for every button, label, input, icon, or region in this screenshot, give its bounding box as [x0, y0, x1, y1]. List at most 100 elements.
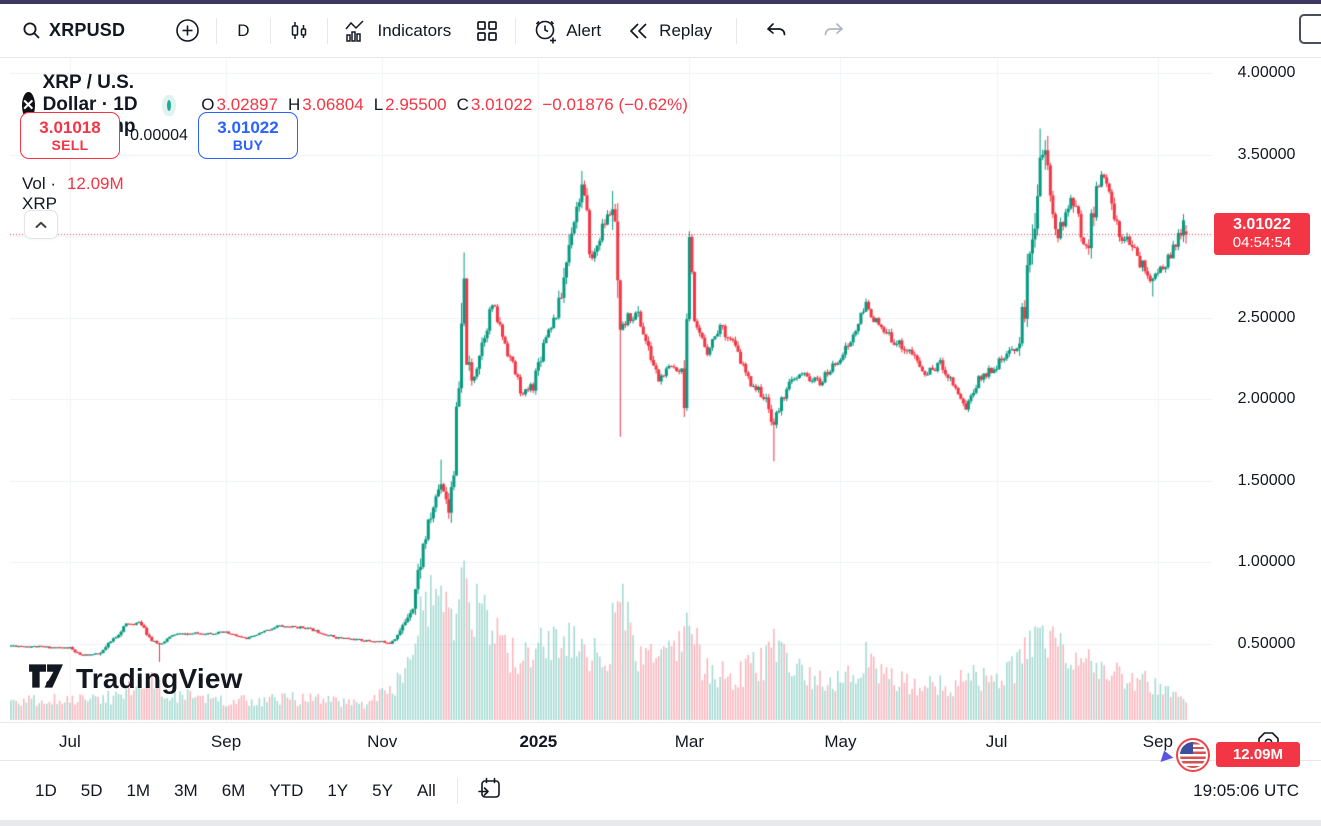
price-axis-label: 1.00000: [1237, 553, 1296, 571]
compare-add-symbol-button[interactable]: [167, 12, 208, 49]
volume-legend-row: Vol · XRP 12.09M: [22, 174, 124, 214]
redo-button[interactable]: [813, 14, 855, 48]
last-price-value: 3.01022: [1233, 216, 1291, 234]
price-axis-label: 1.50000: [1237, 471, 1296, 489]
open-value: 3.02897: [216, 95, 278, 114]
bottom-toolbar: 1D 5D 1M 3M 6M YTD 1Y 5Y All 19:05:06 UTC: [0, 760, 1321, 820]
sell-button[interactable]: 3.01018 SELL: [20, 112, 120, 159]
symbol-search-button[interactable]: XRPUSD: [14, 14, 133, 47]
time-axis-label: Sep: [210, 732, 242, 751]
plus-circle-icon: [175, 18, 200, 43]
high-value: 3.06804: [302, 95, 364, 114]
indicators-label: Indicators: [377, 20, 452, 40]
bar-countdown: 04:54:54: [1232, 234, 1292, 252]
low-label: L: [373, 95, 384, 114]
toolbar-divider: [216, 17, 218, 44]
search-icon: [22, 21, 41, 40]
market-status-dot[interactable]: [167, 99, 172, 111]
time-axis-label: Nov: [367, 732, 398, 751]
redo-icon: [821, 20, 847, 42]
symbol-name: XRPUSD: [49, 20, 126, 40]
time-axis-label: May: [824, 732, 857, 751]
time-axis[interactable]: Jul Sep Nov 2025 Mar May Jul Sep: [0, 722, 1321, 760]
buy-label: BUY: [232, 137, 264, 154]
tradingview-logo-icon: [26, 658, 66, 699]
us-flag-icon: [1176, 738, 1210, 772]
grid-icon: [475, 19, 499, 43]
time-axis-label: Sep: [1142, 732, 1173, 751]
replay-label: Replay: [659, 20, 713, 40]
layout-button-partial[interactable]: [1299, 14, 1321, 44]
last-price-tag: 3.01022 04:54:54: [1214, 213, 1310, 256]
indicators-button[interactable]: Indicators: [336, 13, 460, 49]
price-axis[interactable]: 3.01022 04:54:54 12.09M 4.00000 3.50000 2.…: [1212, 58, 1321, 767]
chevron-up-icon: [35, 216, 47, 234]
replay-button[interactable]: Replay: [619, 14, 720, 48]
sell-price: 3.01018: [39, 117, 101, 137]
tradingview-watermark: TradingView: [26, 658, 243, 699]
range-button-1y[interactable]: 1Y: [327, 780, 349, 800]
toolbar-divider: [269, 17, 271, 44]
chart-region: TradingView ✕ XRP / U.S. Dollar · 1D · B…: [0, 58, 1321, 772]
price-axis-label: 4.00000: [1237, 64, 1296, 81]
go-to-date-button[interactable]: [470, 771, 509, 811]
range-button-3m[interactable]: 3M: [174, 780, 198, 800]
volume-value: 12.09M: [66, 174, 124, 193]
alert-clock-icon: [532, 18, 558, 44]
high-label: H: [287, 95, 301, 114]
price-axis-label: 3.50000: [1237, 145, 1296, 163]
date-range-group: 1D 5D 1M 3M 6M YTD 1Y 5Y All: [26, 775, 445, 807]
replay-rewind-icon: [627, 20, 651, 42]
range-button-all[interactable]: All: [416, 780, 436, 800]
change-value: −0.01876 (−0.62%): [542, 95, 688, 114]
range-button-1m[interactable]: 1M: [126, 780, 151, 800]
indicator-templates-button[interactable]: [467, 13, 507, 49]
timezone-clock[interactable]: 19:05:06 UTC: [1193, 780, 1299, 800]
sell-label: SELL: [51, 137, 89, 154]
watermark-text: TradingView: [76, 662, 243, 694]
collapse-legend-button[interactable]: [24, 210, 58, 239]
range-button-ytd[interactable]: YTD: [269, 780, 304, 800]
trade-buttons-row: 3.01018 SELL 0.00004 3.01022 BUY: [20, 112, 298, 159]
open-label: O: [201, 95, 215, 114]
alert-button[interactable]: Alert: [524, 12, 609, 50]
toolbar-divider: [456, 777, 458, 804]
undo-icon: [763, 20, 789, 42]
last-bar-flag-marker: [1160, 738, 1210, 772]
price-axis-label: 2.50000: [1237, 308, 1296, 326]
time-axis-label: Jul: [59, 732, 81, 751]
price-axis-label: 2.00000: [1237, 390, 1296, 408]
top-toolbar: XRPUSD D Indicators: [0, 4, 1321, 58]
bottom-strip: [0, 820, 1321, 826]
time-axis-label: Mar: [674, 732, 705, 751]
xrp-logo-icon: ✕: [22, 91, 35, 119]
range-button-5d[interactable]: 5D: [80, 780, 103, 800]
spread-value: 0.00004: [130, 126, 188, 144]
range-button-6m[interactable]: 6M: [221, 780, 246, 800]
calendar-goto-icon: [476, 777, 503, 806]
buy-price: 3.01022: [217, 117, 279, 137]
toolbar-divider: [515, 17, 517, 44]
low-value: 2.95500: [385, 95, 447, 114]
close-label: C: [456, 95, 469, 114]
volume-axis-tag: 12.09M: [1216, 742, 1300, 767]
range-button-5y[interactable]: 5Y: [372, 780, 393, 800]
time-axis-label: Jul: [985, 732, 1008, 751]
toolbar-divider: [326, 17, 328, 44]
price-chart-canvas[interactable]: [10, 58, 1212, 722]
candlestick-chart-icon: [287, 19, 311, 43]
indicators-icon: [344, 19, 370, 43]
range-button-1d[interactable]: 1D: [35, 780, 57, 800]
chart-style-button[interactable]: [279, 13, 319, 49]
toolbar-divider: [736, 17, 738, 44]
alert-label: Alert: [566, 20, 602, 40]
browser-top-strip: [0, 0, 1321, 4]
close-value: 3.01022: [470, 95, 533, 114]
undo-button[interactable]: [755, 14, 797, 48]
volume-label: Vol · XRP: [22, 174, 57, 213]
ohlc-values: O 3.02897 H 3.06804 L 2.95500 C 3.01022 −0.0…: [201, 95, 688, 115]
buy-button[interactable]: 3.01022 BUY: [198, 112, 298, 159]
interval-button[interactable]: D: [237, 20, 250, 40]
price-axis-label: 0.50000: [1237, 635, 1296, 653]
time-axis-label: 2025: [519, 732, 558, 751]
